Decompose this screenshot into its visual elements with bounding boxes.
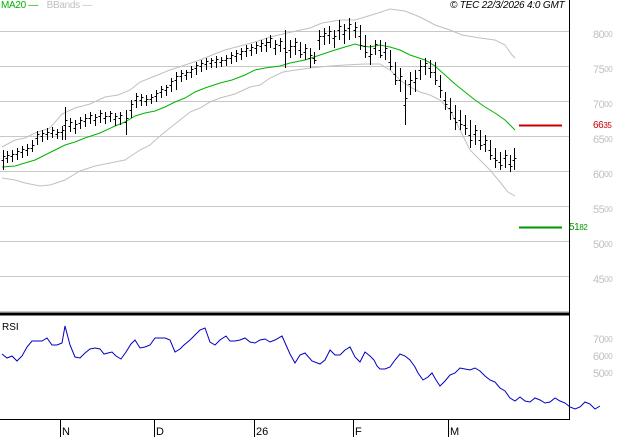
y-label-8000: 8000 — [593, 29, 613, 41]
x-label-dec: D — [156, 426, 164, 438]
legend-bbands[interactable]: BBands — — [46, 0, 93, 11]
y-label-5500: 5500 — [593, 204, 613, 216]
y-label-4500: 4500 — [593, 274, 613, 286]
chart-legend: MA20 — BBands — — [1, 0, 92, 11]
y-label-6000: 6000 — [593, 169, 613, 181]
bbands-upper-line — [1, 8, 516, 148]
y-label-7500: 7500 — [593, 64, 613, 76]
x-label-mar: M — [450, 426, 460, 438]
price-gridlines — [0, 31, 569, 312]
x-label-2026: 26 — [256, 426, 269, 438]
rsi-label-5000: 5000 — [593, 368, 613, 380]
rsi-label-7000: 7000 — [593, 334, 613, 346]
x-label-feb: F — [355, 426, 362, 438]
x-label-nov: N — [62, 426, 70, 438]
y-label-6500: 6500 — [593, 134, 613, 146]
rsi-label-6000: 6000 — [593, 351, 613, 363]
x-axis-ticks — [60, 420, 449, 437]
y-label-5000: 5000 — [593, 239, 613, 251]
ohlc-bars — [1, 18, 517, 172]
legend-ma20[interactable]: MA20 — — [1, 0, 39, 11]
copyright-timestamp: © TEC 22/3/2026 4:0 GMT — [450, 0, 565, 11]
resistance-label: 6635 — [593, 120, 612, 131]
support-label: 5182 — [569, 222, 588, 233]
rsi-title: RSI — [2, 322, 19, 333]
ma20-line — [1, 43, 516, 168]
y-label-7000: 7000 — [593, 99, 613, 111]
rsi-line — [1, 325, 601, 410]
bbands-lower-line — [1, 63, 516, 197]
